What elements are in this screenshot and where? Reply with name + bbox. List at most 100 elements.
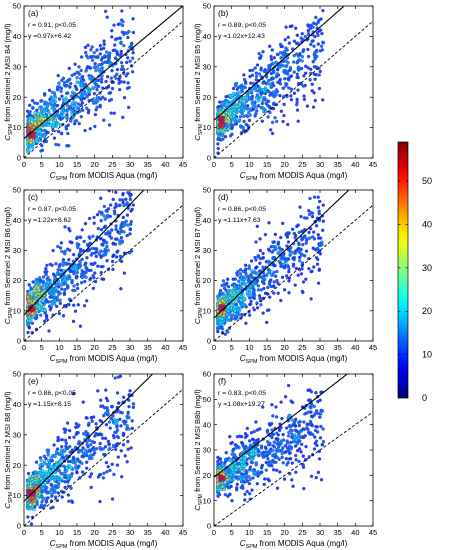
data-point	[41, 275, 46, 279]
data-point	[258, 261, 262, 265]
data-point	[229, 291, 233, 295]
data-point	[310, 39, 314, 44]
data-point	[280, 416, 284, 421]
data-point	[125, 60, 129, 65]
data-point	[239, 298, 243, 302]
data-point	[36, 112, 40, 116]
data-point	[92, 100, 96, 104]
data-point	[78, 259, 82, 263]
data-point	[99, 68, 104, 72]
data-point	[243, 85, 247, 90]
x-tick-label: 25	[108, 343, 116, 352]
data-point	[67, 435, 72, 440]
data-point	[261, 251, 265, 256]
data-point	[120, 411, 124, 415]
data-point	[216, 482, 220, 486]
data-point	[52, 490, 57, 494]
data-point	[96, 264, 100, 268]
data-point	[44, 313, 49, 318]
data-point	[31, 280, 35, 284]
data-point	[41, 117, 46, 121]
data-point	[39, 458, 43, 462]
data-point	[252, 471, 257, 475]
data-point	[316, 33, 320, 38]
data-point	[319, 412, 323, 416]
data-point	[254, 74, 259, 79]
data-point	[293, 444, 298, 448]
data-point	[81, 400, 85, 404]
data-point	[260, 464, 264, 468]
data-point	[107, 98, 112, 103]
x-tick-label: 45	[179, 160, 187, 169]
data-point	[100, 277, 104, 281]
data-point	[317, 29, 321, 33]
data-point	[69, 474, 73, 478]
data-point	[131, 405, 135, 410]
data-point	[27, 283, 31, 287]
colorbar-tick-label: 30	[422, 263, 432, 273]
data-point	[122, 67, 126, 72]
data-point	[269, 57, 274, 62]
data-point	[102, 406, 107, 410]
data-point	[70, 90, 75, 95]
data-point	[46, 496, 50, 500]
data-point	[48, 308, 52, 312]
data-point	[92, 215, 96, 220]
data-point	[286, 460, 290, 465]
data-point	[263, 477, 267, 481]
data-point	[111, 267, 115, 272]
data-point	[74, 463, 78, 468]
data-point	[72, 303, 76, 307]
data-point	[254, 420, 258, 424]
data-point	[34, 485, 38, 489]
data-point	[261, 311, 265, 315]
data-point	[119, 60, 124, 65]
data-point	[66, 477, 70, 481]
data-point	[316, 281, 321, 285]
data-point	[280, 44, 284, 49]
data-point	[111, 414, 115, 418]
data-point	[127, 404, 131, 409]
data-point	[95, 213, 100, 217]
data-point	[230, 499, 234, 503]
data-point	[83, 82, 88, 86]
fit-equation: y =1.11x+7.63	[218, 217, 261, 224]
data-point	[110, 35, 114, 39]
data-point	[41, 128, 46, 133]
data-point	[129, 446, 133, 450]
data-point	[76, 70, 80, 75]
data-point	[47, 329, 51, 333]
data-point	[114, 56, 118, 60]
y-tick-label: 30	[13, 246, 21, 255]
data-point	[300, 238, 304, 242]
data-point	[44, 272, 48, 277]
data-point	[274, 415, 279, 419]
scatter-points	[215, 8, 326, 155]
data-point	[118, 87, 122, 92]
data-point	[287, 270, 291, 274]
x-tick-label: 25	[298, 160, 306, 169]
data-point	[107, 442, 112, 446]
data-point	[99, 249, 103, 253]
data-point	[47, 88, 52, 92]
data-point	[81, 432, 86, 436]
data-point	[35, 308, 39, 313]
data-point	[77, 449, 81, 453]
data-point	[72, 264, 77, 268]
data-point	[321, 219, 326, 223]
data-point	[319, 409, 324, 413]
data-point	[272, 90, 276, 94]
data-point	[308, 419, 313, 424]
data-point	[110, 462, 114, 466]
data-point	[115, 237, 119, 241]
data-point	[99, 80, 104, 84]
data-point	[259, 470, 264, 474]
data-point	[222, 314, 226, 318]
data-point	[264, 74, 269, 79]
data-point	[98, 499, 102, 504]
y-axis-label-text: from Sentinel 2 MSI B5 (mg/l)	[193, 23, 202, 124]
data-point	[63, 109, 68, 113]
data-point	[52, 136, 57, 140]
data-point	[255, 482, 259, 486]
data-point	[253, 88, 258, 92]
